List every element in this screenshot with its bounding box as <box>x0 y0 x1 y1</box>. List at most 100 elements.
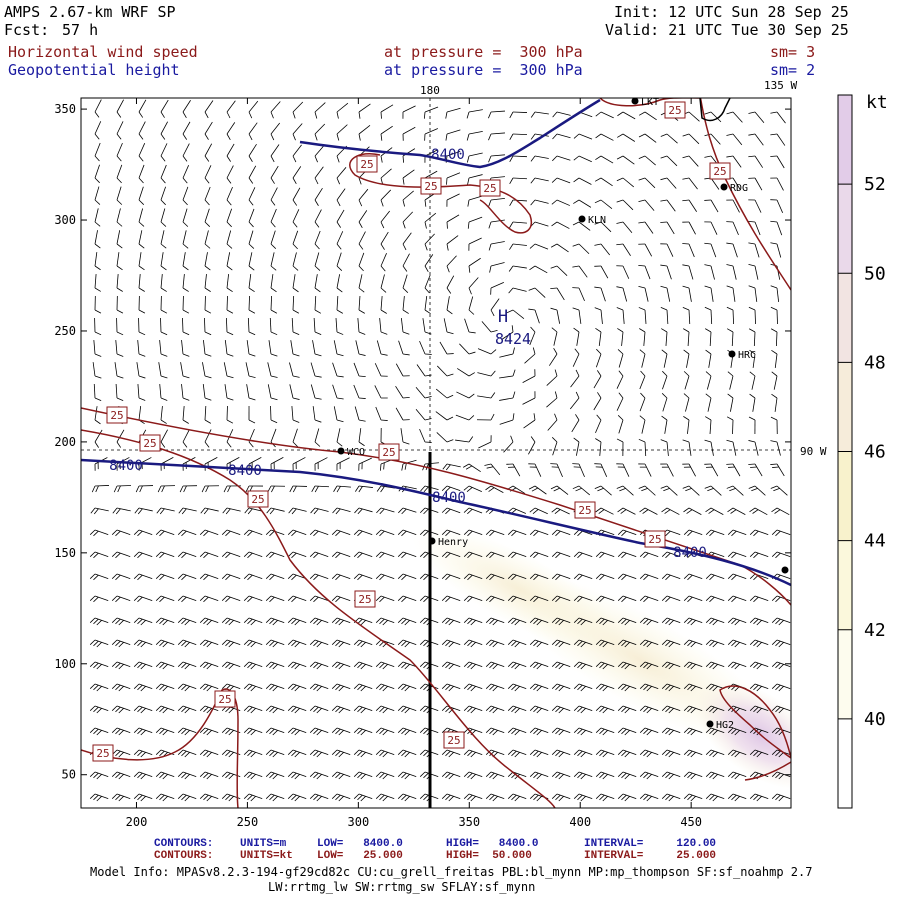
wind-barb <box>530 155 549 162</box>
wind-barb <box>499 369 516 379</box>
wind-barb <box>573 727 593 736</box>
wind-barb <box>267 485 286 493</box>
wind-barb <box>159 340 168 357</box>
wind-barb <box>380 104 394 119</box>
wind-barb <box>661 551 681 559</box>
wind-barb <box>204 100 214 119</box>
wind-barb <box>204 274 211 292</box>
wind-barb <box>178 507 197 515</box>
wind-barb <box>464 318 476 334</box>
wind-barb <box>522 369 536 383</box>
wind-barb <box>683 705 703 714</box>
wind-barb <box>204 252 211 271</box>
wind-barb <box>248 143 257 162</box>
wind-barb <box>572 463 585 478</box>
wind-barb <box>639 328 646 346</box>
wind-barb <box>529 771 549 780</box>
wind-barb <box>136 362 146 379</box>
forecast-hours: 57 h <box>62 21 99 39</box>
wind-barb <box>660 133 678 144</box>
wind-barb <box>416 364 432 377</box>
lon-label-90w: 90 W <box>800 445 827 458</box>
wind-barb <box>160 317 168 336</box>
wind-barb <box>353 683 373 692</box>
wind-barb <box>770 220 783 236</box>
svg-text:25: 25 <box>713 165 726 178</box>
colorbar: 52 50 48 46 44 42 40 <box>837 94 886 809</box>
wind-barb <box>111 793 131 802</box>
wind-barb <box>177 683 197 692</box>
wind-barb <box>446 172 461 185</box>
wind-barb <box>683 529 703 537</box>
wind-barb <box>245 362 256 379</box>
wind-barb <box>291 317 300 336</box>
wind-barb <box>488 110 505 119</box>
wind-barb <box>726 242 738 258</box>
wind-barb <box>771 551 791 559</box>
wind-barb <box>204 295 212 314</box>
wind-barb <box>353 727 373 736</box>
wind-barb <box>573 437 580 456</box>
wind-barb <box>501 325 514 341</box>
wind-barb <box>177 551 197 559</box>
wind-barb <box>484 463 501 476</box>
wind-barbs <box>89 99 791 802</box>
wind-barb <box>336 188 346 207</box>
wind-barb <box>309 749 329 758</box>
wind-barb <box>616 265 630 279</box>
wind-barb <box>485 639 505 648</box>
wind-barb <box>683 617 703 626</box>
colorbar-label: 52 <box>864 174 886 195</box>
speed-contour-label: 25 <box>479 179 501 197</box>
wind-barb <box>639 705 659 714</box>
wind-barb <box>595 348 602 368</box>
wind-barb <box>507 573 527 581</box>
wind-barb <box>375 406 388 421</box>
wind-barb <box>397 551 417 559</box>
wind-barb <box>682 485 700 496</box>
wind-barb <box>243 749 263 758</box>
wind-barb <box>243 573 263 581</box>
wind-barb <box>424 128 439 141</box>
wind-barb <box>529 529 549 537</box>
wind-barb <box>292 274 299 293</box>
wind-barb <box>116 230 123 249</box>
wind-barb <box>446 296 453 315</box>
wind-barb <box>660 439 669 456</box>
wind-barb <box>138 295 146 314</box>
wind-barb <box>309 617 329 626</box>
wind-barb <box>116 142 123 162</box>
wind-barb <box>111 749 131 758</box>
wind-barb <box>270 144 280 163</box>
wind-barb <box>270 187 278 206</box>
wind-barb <box>419 340 432 355</box>
wind-barb <box>550 265 568 276</box>
wind-barb <box>638 133 657 143</box>
wind-barb <box>375 727 395 736</box>
wind-barb <box>550 243 569 253</box>
wind-barb <box>485 793 505 802</box>
wind-barb <box>204 143 213 162</box>
wind-barb <box>94 317 102 336</box>
colorbar-segment <box>838 273 852 363</box>
colorbar-segment <box>838 540 852 631</box>
wind-barb <box>660 243 674 257</box>
wind-barb <box>402 105 416 119</box>
wind-barb <box>727 393 734 412</box>
wind-barb <box>705 529 725 537</box>
wind-barb <box>155 683 175 692</box>
wind-barb <box>499 347 515 358</box>
wind-barb <box>683 371 690 390</box>
wind-barb <box>402 211 413 229</box>
wind-barb <box>204 165 212 184</box>
wind-barb <box>353 749 373 758</box>
wind-barb <box>683 507 702 515</box>
wind-barb <box>551 727 571 736</box>
wind-barb <box>353 771 373 780</box>
wind-barb <box>111 617 131 626</box>
wind-barb <box>573 617 593 626</box>
speed-contour-label: 25 <box>356 155 378 173</box>
wind-barb <box>248 295 256 314</box>
wind-barb <box>265 705 285 714</box>
wind-barb <box>595 595 615 603</box>
